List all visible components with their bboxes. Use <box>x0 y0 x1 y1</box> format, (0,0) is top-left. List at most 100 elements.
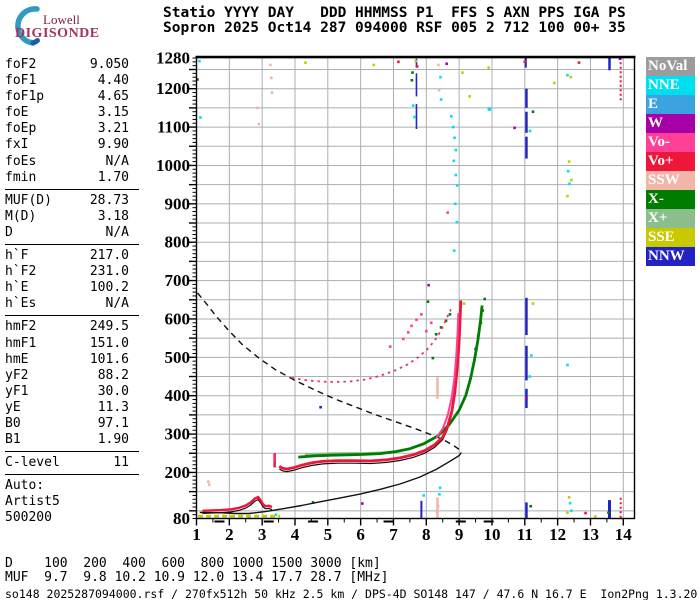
svg-text:4: 4 <box>291 525 300 544</box>
legend-item-noval: NoVal <box>646 57 695 76</box>
divider <box>5 451 139 453</box>
svg-text:1000: 1000 <box>156 156 190 175</box>
param-label: 500200 <box>5 510 52 526</box>
svg-text:3: 3 <box>258 525 267 544</box>
param-value: 4.40 <box>97 73 129 89</box>
legend-item-x: X- <box>646 190 695 209</box>
crescent-icon <box>15 6 40 46</box>
svg-text:300: 300 <box>165 425 191 444</box>
svg-text:80: 80 <box>173 509 190 528</box>
param-value: 11 <box>113 455 129 471</box>
param-row: yF1 30.0 <box>5 384 129 400</box>
param-label: hmF2 <box>5 319 37 335</box>
param-row: yF2 88.2 <box>5 368 129 384</box>
param-label: Auto: <box>5 478 45 494</box>
param-row: h`Es N/A <box>5 296 129 312</box>
svg-text:8: 8 <box>422 525 431 544</box>
param-label: yE <box>5 399 21 415</box>
param-row: fxI 9.90 <box>5 137 129 153</box>
param-value: N/A <box>105 296 129 312</box>
param-label: foEp <box>5 121 37 137</box>
logo-lowell-text: Lowell <box>43 12 80 27</box>
param-label: M(D) <box>5 208 37 224</box>
param-row: MUF(D) 28.73 <box>5 193 129 209</box>
svg-text:700: 700 <box>165 271 191 290</box>
param-value: 97.1 <box>97 415 129 431</box>
param-row: foEp 3.21 <box>5 121 129 137</box>
param-value: N/A <box>105 153 129 169</box>
param-row: h`F 217.0 <box>5 248 129 264</box>
svg-text:10: 10 <box>483 525 500 544</box>
param-value: 9.90 <box>97 137 129 153</box>
param-row: D N/A <box>5 225 129 241</box>
param-row: M(D) 3.18 <box>5 209 129 225</box>
param-label: h`E <box>5 280 29 296</box>
param-label: MUF(D) <box>5 192 52 208</box>
legend-item-vo: Vo+ <box>646 152 695 171</box>
param-label: foE <box>5 105 29 121</box>
divider <box>5 244 139 246</box>
svg-text:200: 200 <box>165 463 191 482</box>
parameter-panel: foF2 9.050 foF1 4.40 foF1p 4.65 foE 3.15 foEp 3.2… <box>5 57 141 527</box>
param-value: 88.2 <box>97 367 129 383</box>
svg-text:13: 13 <box>582 525 599 544</box>
param-value: 3.21 <box>97 121 129 137</box>
param-row: hmF2 249.5 <box>5 319 129 335</box>
param-label: B1 <box>5 432 21 448</box>
param-label: yF2 <box>5 367 29 383</box>
svg-text:11: 11 <box>517 525 533 544</box>
param-label: D <box>5 224 13 240</box>
svg-text:900: 900 <box>165 194 191 213</box>
header-field-names: Statio YYYY DAY DDD HHMMSS P1 FFS S AXN … <box>163 5 626 21</box>
param-row: C-level 11 <box>5 455 129 471</box>
param-value: 30.0 <box>97 383 129 399</box>
legend-item-ssw: SSW <box>646 171 695 190</box>
param-label: fxI <box>5 137 29 153</box>
distance-row: D 100 200 400 600 800 1000 1500 3000 [km… <box>5 556 381 571</box>
param-row: h`F2 231.0 <box>5 264 129 280</box>
param-label: hmE <box>5 351 29 367</box>
divider <box>5 188 139 190</box>
param-row: Auto: <box>5 478 129 494</box>
divider <box>5 315 139 317</box>
param-value: 1.90 <box>97 432 129 448</box>
svg-text:14: 14 <box>615 525 633 544</box>
svg-text:500: 500 <box>165 348 191 367</box>
svg-text:1100: 1100 <box>157 118 190 137</box>
param-value: 101.6 <box>89 351 129 367</box>
svg-text:2: 2 <box>225 525 234 544</box>
param-value: 4.65 <box>97 89 129 105</box>
param-row: foE 3.15 <box>5 105 129 121</box>
param-row: B0 97.1 <box>5 416 129 432</box>
svg-text:12: 12 <box>549 525 566 544</box>
divider <box>5 474 139 476</box>
param-value: 1.70 <box>97 169 129 185</box>
param-value: 3.15 <box>97 105 129 121</box>
param-value: 3.18 <box>97 208 129 224</box>
param-label: fmin <box>5 169 37 185</box>
param-label: foEs <box>5 153 37 169</box>
param-value: 231.0 <box>89 264 129 280</box>
svg-text:5: 5 <box>324 525 333 544</box>
param-label: h`F <box>5 248 29 264</box>
param-label: foF1p <box>5 89 45 105</box>
param-row: Artist5 <box>5 494 129 510</box>
param-label: hmF1 <box>5 335 37 351</box>
legend-item-nne: NNE <box>646 76 695 95</box>
legend-item-w: W <box>646 114 695 133</box>
param-value: N/A <box>105 224 129 240</box>
file-info-row: so148_2025287094000.rsf / 270fx512h 50 k… <box>5 587 698 600</box>
param-row: B1 1.90 <box>5 432 129 448</box>
svg-text:600: 600 <box>165 309 191 328</box>
svg-text:1200: 1200 <box>156 79 190 98</box>
param-row: hmF1 151.0 <box>5 336 129 352</box>
svg-text:400: 400 <box>165 386 191 405</box>
param-value: 9.050 <box>89 57 129 72</box>
muf-row: MUF 9.7 9.8 10.2 10.9 12.0 13.4 17.7 28.… <box>5 570 389 585</box>
param-label: foF2 <box>5 57 37 72</box>
param-row: yE 11.3 <box>5 400 129 416</box>
param-label: foF1 <box>5 73 37 89</box>
svg-text:7: 7 <box>389 525 398 544</box>
